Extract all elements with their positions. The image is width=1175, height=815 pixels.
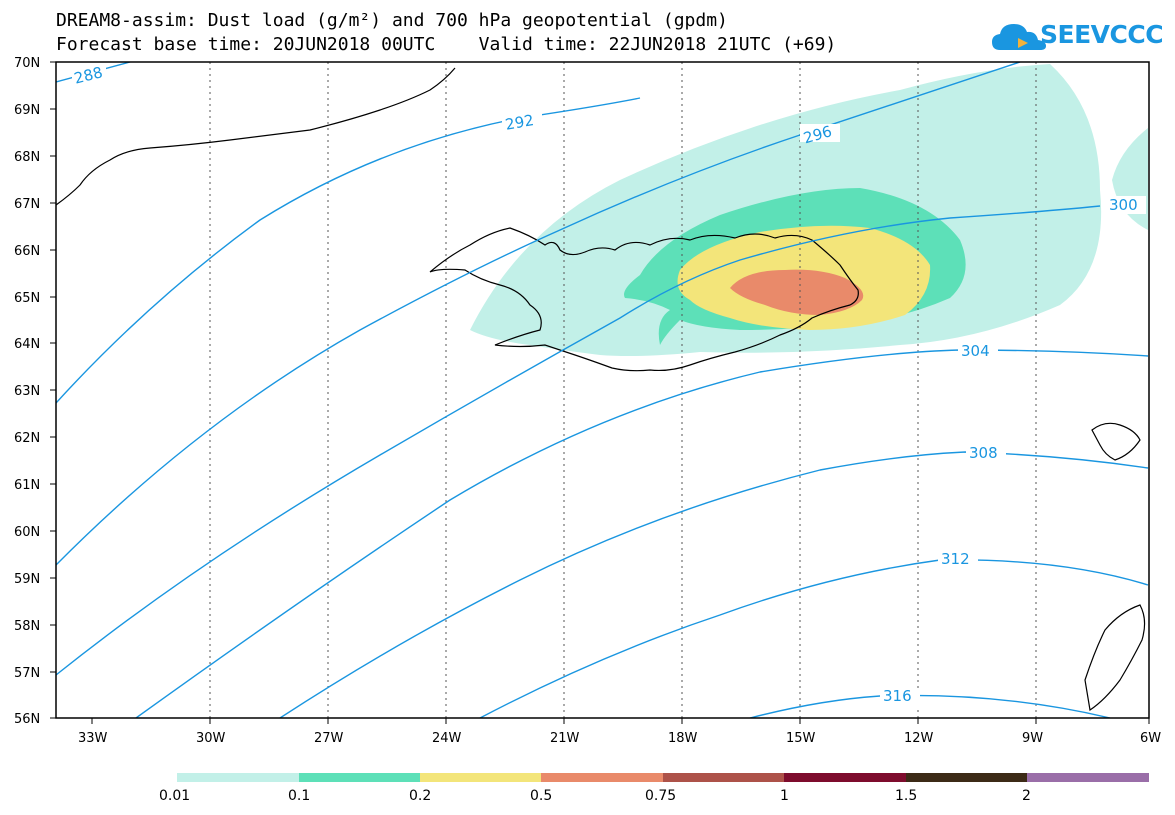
lon-label: 15W (786, 731, 816, 746)
lon-label: 24W (432, 731, 462, 746)
longitude-labels: 33W 30W 27W 24W 21W 18W 15W 12W 9W 6W (78, 731, 1161, 746)
colorbar-label: 0.2 (409, 788, 431, 804)
colorbar-swatch (177, 773, 299, 782)
colorbar-label: 0.1 (288, 788, 310, 804)
colorbar-label: 0.5 (530, 788, 552, 804)
lon-label: 6W (1140, 731, 1161, 746)
lat-label: 69N (14, 103, 40, 118)
contour-label-304: 304 (961, 342, 990, 360)
coastlines (56, 67, 1146, 712)
lon-label: 27W (314, 731, 344, 746)
lon-label: 30W (196, 731, 226, 746)
colorbar: 0.01 0.1 0.2 0.5 0.75 1 1.5 2 (159, 773, 1149, 804)
colorbar-label: 1 (780, 788, 789, 804)
colorbar-swatch (299, 773, 420, 782)
cloud-icon (992, 24, 1046, 50)
contour-label-292: 292 (504, 111, 535, 134)
colorbar-swatch (663, 773, 784, 782)
lat-label: 67N (14, 197, 40, 212)
lat-label: 56N (14, 712, 40, 727)
lat-label: 64N (14, 337, 40, 352)
lat-label: 70N (14, 56, 40, 71)
graticule (209, 62, 1037, 718)
lat-label: 66N (14, 244, 40, 259)
latitude-labels: 70N 69N 68N 67N 66N 65N 64N 63N 62N 61N … (14, 56, 40, 727)
logo-text: SEEVCCC (1040, 20, 1164, 49)
colorbar-label: 2 (1022, 788, 1031, 804)
colorbar-swatch (784, 773, 906, 782)
colorbar-swatch (541, 773, 663, 782)
longitude-axis (91, 718, 1150, 724)
lat-label: 60N (14, 525, 40, 540)
lon-label: 21W (550, 731, 580, 746)
contour-label-308: 308 (969, 444, 998, 462)
map-title: DREAM8-assim: Dust load (g/m²) and 700 h… (56, 10, 728, 31)
lon-label: 12W (904, 731, 934, 746)
colorbar-label: 0.75 (645, 788, 676, 804)
map-subtitle: Forecast base time: 20JUN2018 00UTC Vali… (56, 34, 837, 55)
contour-label-316: 316 (883, 687, 912, 705)
lon-label: 33W (78, 731, 108, 746)
colorbar-swatch (906, 773, 1027, 782)
lat-label: 62N (14, 431, 40, 446)
lon-label: 9W (1022, 731, 1043, 746)
lat-label: 58N (14, 619, 40, 634)
colorbar-swatch (1027, 773, 1149, 782)
lat-label: 57N (14, 666, 40, 681)
lat-label: 65N (14, 291, 40, 306)
lat-label: 68N (14, 150, 40, 165)
colorbar-label: 0.01 (159, 788, 190, 804)
lat-label: 61N (14, 478, 40, 493)
geopotential-contours (56, 62, 1149, 718)
contour-label-312: 312 (941, 550, 970, 568)
dust-field-0.5 (730, 269, 864, 315)
latitude-axis (50, 61, 56, 719)
colorbar-label: 1.5 (895, 788, 917, 804)
lat-label: 63N (14, 384, 40, 399)
colorbar-swatch (420, 773, 541, 782)
lon-label: 18W (668, 731, 698, 746)
contour-label-300: 300 (1109, 196, 1138, 214)
lat-label: 59N (14, 572, 40, 587)
